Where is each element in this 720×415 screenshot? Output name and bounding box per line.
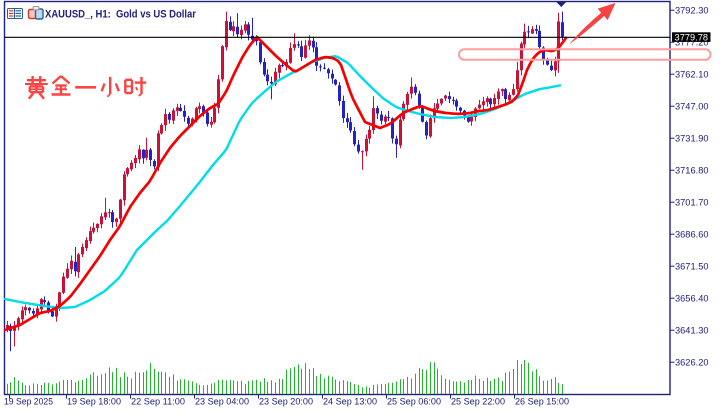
svg-text:3701.70: 3701.70 xyxy=(675,198,709,209)
svg-text:25 Sep 22:00: 25 Sep 22:00 xyxy=(451,397,505,408)
svg-text:3626.20: 3626.20 xyxy=(675,358,709,369)
svg-text:24 Sep 13:00: 24 Sep 13:00 xyxy=(323,397,377,408)
svg-text:3641.30: 3641.30 xyxy=(675,326,709,337)
svg-text:3777.20: 3777.20 xyxy=(675,38,709,49)
svg-text:3747.00: 3747.00 xyxy=(675,102,709,113)
svg-text:3656.40: 3656.40 xyxy=(675,294,709,305)
svg-text:26 Sep 15:00: 26 Sep 15:00 xyxy=(515,397,569,408)
svg-text:19 Sep 18:00: 19 Sep 18:00 xyxy=(67,397,121,408)
svg-text:19 Sep 2025: 19 Sep 2025 xyxy=(4,397,53,408)
svg-text:3792.30: 3792.30 xyxy=(675,6,709,17)
svg-text:23 Sep 04:00: 23 Sep 04:00 xyxy=(195,397,249,408)
svg-text:3779.78: 3779.78 xyxy=(675,32,709,43)
svg-text:3716.80: 3716.80 xyxy=(675,166,709,177)
svg-text:3731.90: 3731.90 xyxy=(675,134,709,145)
svg-text:3762.10: 3762.10 xyxy=(675,70,709,81)
svg-text:3686.60: 3686.60 xyxy=(675,230,709,241)
svg-text:25 Sep 06:00: 25 Sep 06:00 xyxy=(387,397,441,408)
svg-text:3671.50: 3671.50 xyxy=(675,262,709,273)
svg-text:23 Sep 20:00: 23 Sep 20:00 xyxy=(259,397,313,408)
svg-text:XAUUSD_, H1: Gold vs US Dolla: XAUUSD_, H1: Gold vs US Dollar xyxy=(45,8,197,20)
svg-text:22 Sep 11:00: 22 Sep 11:00 xyxy=(131,397,185,408)
